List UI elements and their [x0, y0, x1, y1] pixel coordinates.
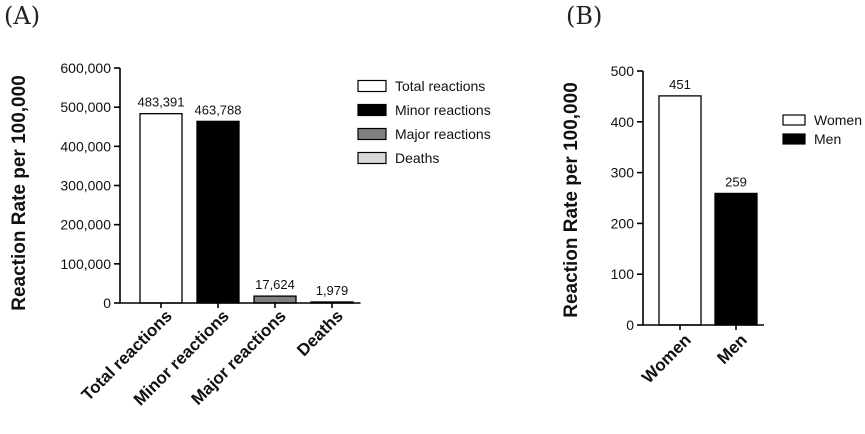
panel-a-legend: Total reactions Minor reactions Major reac… [357, 78, 491, 166]
y-tick-label: 300 [611, 165, 635, 181]
legend-entry-label: Minor reactions [395, 102, 491, 118]
data-label: 259 [725, 174, 747, 189]
panel-b-data-labels: 451 259 [669, 77, 747, 190]
panel-a-label: (A) [4, 2, 40, 30]
panel-a-y-ticks: 0 100,000 200,000 300,000 400,000 500,000 600,… [60, 60, 120, 311]
bar [714, 192, 758, 326]
panel-b-y-ticks: 0 100 200 300 400 500 [611, 63, 643, 333]
legend-swatch [357, 151, 387, 165]
y-tick-label: 200,000 [60, 217, 111, 233]
legend-entry-label: Men [814, 131, 841, 147]
y-tick-label: 0 [103, 295, 111, 311]
panel-b-y-axis-title: Reaction Rate per 100,000 [561, 82, 582, 318]
data-label: 451 [669, 77, 691, 92]
bar [253, 295, 297, 304]
bar [139, 113, 183, 304]
y-tick-label: 300,000 [60, 178, 111, 194]
legend-swatch [782, 133, 806, 145]
y-tick-label: 0 [626, 317, 634, 333]
panel-a-axes [119, 68, 361, 304]
y-tick-label: 100 [611, 266, 635, 282]
category-label: Minor reactions [130, 306, 233, 409]
category-label: Women [638, 330, 695, 387]
panel-a-data-labels: 483,391 463,788 17,624 1,979 [138, 95, 349, 298]
bar [658, 95, 702, 326]
legend-entry-label: Total reactions [395, 78, 485, 94]
category-label: Deaths [293, 306, 347, 360]
category-label: Men [713, 330, 750, 367]
y-tick-label: 500,000 [60, 99, 111, 115]
panel-b-label: (B) [566, 2, 602, 30]
legend-swatch [357, 127, 387, 141]
legend-swatch [357, 103, 387, 117]
y-tick-label: 400,000 [60, 138, 111, 154]
panel-a: (A) Reaction Rate per 100,000 0 100,000 20… [4, 2, 491, 409]
legend-entry-label: Deaths [395, 150, 439, 166]
legend-swatch [357, 79, 387, 93]
bar [196, 120, 240, 304]
data-label: 483,391 [138, 95, 185, 110]
data-label: 17,624 [255, 277, 295, 292]
legend-entry-label: Major reactions [395, 126, 491, 142]
panel-b: (B) Reaction Rate per 100,000 0 100 200 300… [561, 2, 862, 387]
panel-a-bars [139, 113, 354, 308]
y-tick-label: 400 [611, 114, 635, 130]
y-tick-label: 100,000 [60, 256, 111, 272]
y-tick-label: 200 [611, 215, 635, 231]
panel-a-y-axis-title: Reaction Rate per 100,000 [9, 75, 30, 311]
y-tick-label: 500 [611, 63, 635, 79]
panel-b-bars [658, 95, 758, 330]
legend-swatch [782, 114, 806, 126]
panel-b-legend: Women Men [782, 112, 862, 147]
legend-entry-label: Women [814, 112, 862, 128]
panel-b-axes [642, 71, 764, 326]
y-tick-label: 600,000 [60, 60, 111, 76]
data-label: 1,979 [316, 283, 349, 298]
panel-b-category-labels: Women Men [638, 330, 751, 387]
data-label: 463,788 [195, 102, 242, 117]
